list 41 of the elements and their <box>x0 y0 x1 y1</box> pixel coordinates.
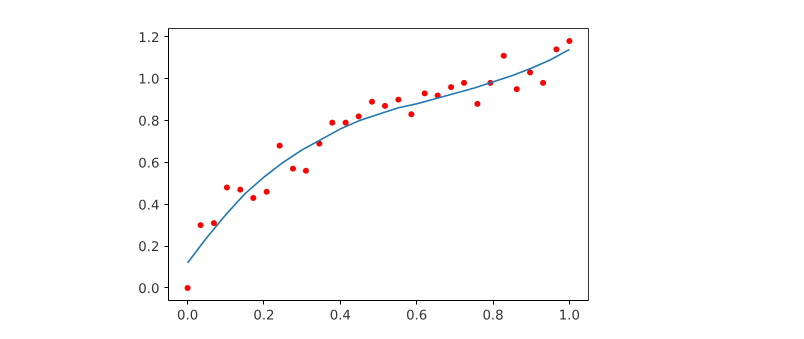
point <box>369 98 376 105</box>
point <box>461 80 468 86</box>
x-tick-label: 0.4 <box>330 308 351 324</box>
point <box>290 166 296 172</box>
point <box>276 142 283 149</box>
x-tick-label: 0.8 <box>482 308 504 324</box>
point <box>210 220 217 226</box>
point <box>382 102 388 109</box>
point <box>514 86 520 92</box>
y-tick-label: 0.6 <box>138 156 160 172</box>
point <box>237 186 244 193</box>
point <box>395 96 402 103</box>
point <box>527 69 534 76</box>
y-tick-label: 0.0 <box>138 282 160 297</box>
point <box>540 80 546 86</box>
point <box>224 184 230 191</box>
y-tick-label: 1.0 <box>138 72 160 88</box>
point <box>408 111 414 118</box>
point <box>474 100 480 107</box>
point <box>329 120 336 126</box>
point <box>553 46 560 52</box>
y-tick-label: 1.2 <box>138 30 160 46</box>
x-tick-label: 0.0 <box>176 308 198 324</box>
point <box>302 168 309 174</box>
point <box>264 188 270 195</box>
point <box>422 90 428 96</box>
x-tick-label: 0.2 <box>253 308 275 324</box>
point <box>342 120 349 126</box>
point <box>198 222 204 228</box>
x-tick-label: 1.0 <box>558 308 580 324</box>
point <box>250 194 256 201</box>
x-tick-label: 0.6 <box>406 308 428 324</box>
point <box>500 52 507 59</box>
y-tick-label: 0.8 <box>138 114 160 130</box>
point <box>356 113 362 120</box>
point <box>448 84 454 90</box>
point <box>184 284 191 291</box>
y-tick-label: 0.4 <box>138 198 160 214</box>
point <box>566 38 572 44</box>
line-series <box>186 48 570 264</box>
y-tick-label: 0.2 <box>138 240 160 256</box>
